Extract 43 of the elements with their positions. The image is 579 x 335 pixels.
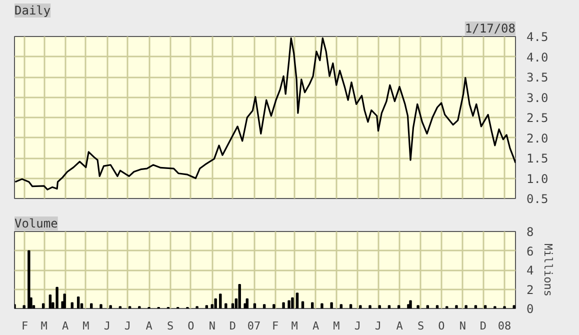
y-tick-label: 1.0 [526, 172, 548, 186]
y-tick-label: 6 [526, 244, 534, 258]
x-tick-label: F [21, 320, 28, 332]
x-tick-label: O [188, 320, 194, 332]
x-tick-label: M [82, 320, 90, 332]
y-tick-label: 4 [526, 264, 534, 278]
x-tick-label: A [146, 320, 153, 332]
x-tick-label: J [374, 320, 382, 332]
y-tick-label: 2 [526, 282, 534, 297]
y-tick-label: 4.5 [526, 30, 548, 44]
x-tick-label: N [208, 320, 216, 332]
y-tick-label: 2.5 [526, 111, 548, 125]
x-tick-label: D [229, 320, 236, 332]
x-tick-label: J [124, 320, 132, 332]
x-tick-label: F [272, 320, 279, 332]
y-tick-label: 0 [526, 302, 534, 316]
x-tick-label: S [166, 320, 174, 332]
y-tick-label: 0.5 [526, 192, 548, 206]
y-tick-label: 1.5 [526, 152, 548, 166]
x-tick-label: M [333, 320, 340, 332]
chart-title: Daily [14, 4, 51, 18]
y-tick-label: 8 [526, 225, 534, 239]
x-tick-label: S [417, 320, 424, 332]
x-tick-label: M [291, 320, 298, 332]
x-tick-label: M [40, 320, 48, 332]
y-tick-label: 3.0 [526, 90, 548, 105]
y-tick-label: 2.0 [526, 131, 548, 146]
x-tick-label: J [354, 320, 361, 332]
y-axis-title: Millions [542, 244, 555, 296]
line-series [14, 37, 516, 190]
x-tick-label: O [438, 320, 445, 332]
x-tick-label: D [480, 320, 487, 332]
x-tick-label: 08 [498, 320, 512, 332]
text: 1/17/08 [464, 22, 516, 36]
x-tick-label: N [459, 320, 466, 332]
x-tick-label: A [62, 320, 69, 332]
x-tick-label: A [312, 320, 320, 332]
x-tick-label: 07 [247, 320, 261, 332]
x-tick-label: A [396, 320, 404, 332]
y-tick-label: 3.5 [526, 70, 548, 84]
x-tick-label: J [104, 320, 110, 332]
y-tick-label: 4.0 [526, 50, 548, 64]
chart-title: Volume [14, 216, 58, 230]
